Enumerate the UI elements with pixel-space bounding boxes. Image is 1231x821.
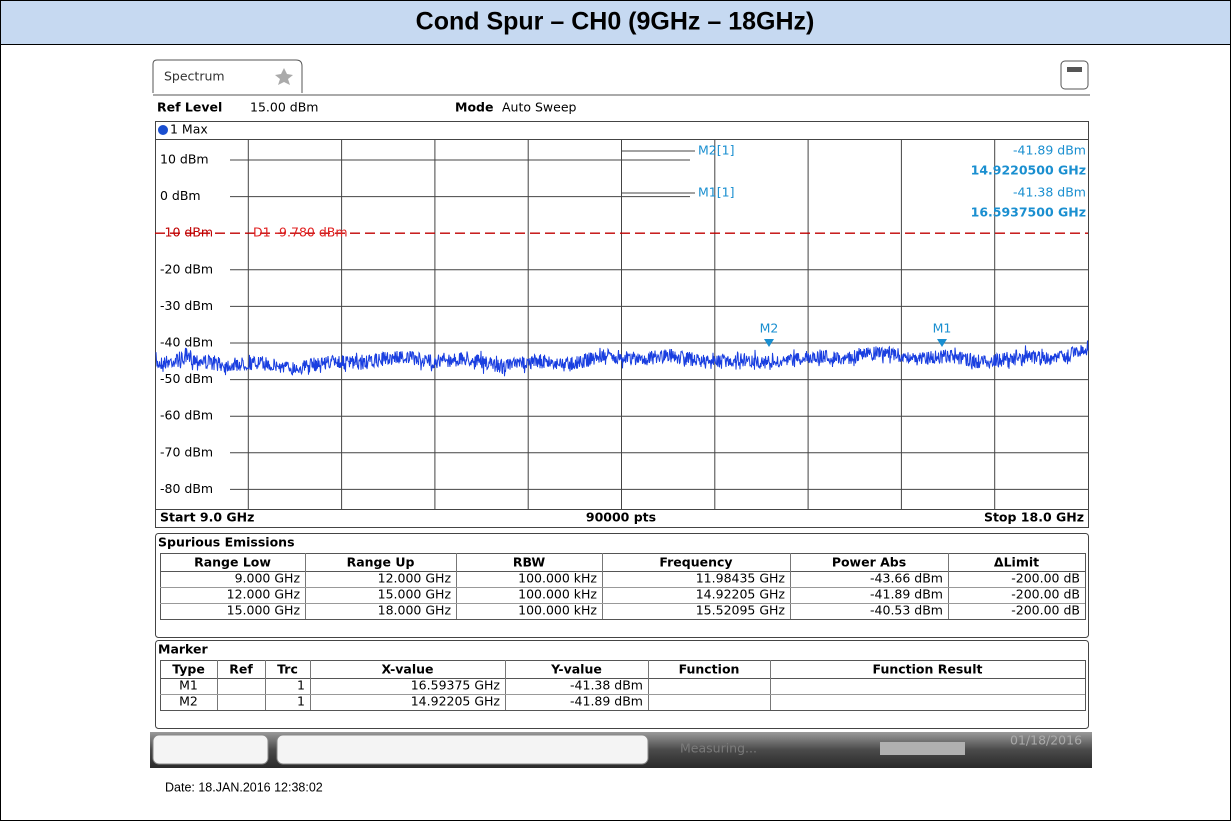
display-line-label: D1 -9.780 dBm — [253, 225, 348, 240]
label: 90000 pts — [586, 510, 656, 525]
column-header: ΔLimit — [994, 555, 1039, 570]
footer-date: Date: 18.JAN.2016 12:38:02 — [165, 780, 323, 794]
cell: 15.52095 GHz — [696, 603, 786, 618]
cell: 15.000 GHz — [378, 587, 452, 602]
cell: 16.59375 GHz — [411, 678, 501, 693]
column-header: Range Up — [347, 555, 415, 570]
cell: -43.66 dBm — [870, 571, 943, 586]
trace — [155, 340, 1089, 377]
marker-triangle — [764, 339, 774, 347]
header-band — [0, 0, 1231, 45]
tab-label: Spectrum — [164, 69, 225, 84]
tab[interactable] — [152, 59, 303, 93]
progress — [880, 742, 965, 755]
cell: 100.000 kHz — [518, 587, 597, 602]
column-header: X-value — [381, 662, 433, 677]
trace-dot — [158, 125, 168, 135]
marker-name: M2[1] — [698, 143, 734, 158]
cell: 1 — [297, 678, 305, 693]
y-label: -40 dBm — [160, 335, 213, 350]
column-header: Function — [679, 662, 740, 677]
table-grid — [160, 553, 1086, 620]
menu-icon — [1067, 67, 1082, 72]
column-header: Range Low — [194, 555, 271, 570]
cell: 14.92205 GHz — [696, 587, 786, 602]
y-label: -30 dBm — [160, 298, 213, 313]
cell: 12.000 GHz — [378, 571, 452, 586]
cell: 100.000 kHz — [518, 603, 597, 618]
status-text: Measuring... — [680, 741, 757, 756]
menu-button[interactable] — [1060, 60, 1089, 90]
y-label: -20 dBm — [160, 261, 213, 276]
cell: M1 — [179, 678, 198, 693]
label: Ref Level — [157, 100, 222, 115]
cell: 9.000 GHz — [235, 571, 301, 586]
column-header: Ref — [229, 662, 253, 677]
column-header: Type — [172, 662, 205, 677]
y-label: -50 dBm — [160, 371, 213, 386]
cell: -200.00 dB — [1011, 603, 1080, 618]
column-header: Y-value — [550, 662, 602, 677]
y-label: -10 dBm — [160, 225, 213, 240]
cell: 1 — [297, 694, 305, 709]
marker-name: M1[1] — [698, 185, 734, 200]
table-title: Spurious Emissions — [158, 535, 295, 550]
label: 15.00 dBm — [250, 100, 318, 115]
column-header: Frequency — [659, 555, 732, 570]
marker-box — [155, 640, 1089, 729]
cell: -41.89 dBm — [570, 694, 643, 709]
column-header: Power Abs — [832, 555, 906, 570]
cell: -40.53 dBm — [870, 603, 943, 618]
marker-tag: M2 — [760, 321, 779, 336]
y-label: -80 dBm — [160, 481, 213, 496]
y-label: 0 dBm — [160, 188, 201, 203]
marker-triangle — [937, 339, 947, 347]
marker-freq: 16.5937500 GHz — [971, 205, 1086, 220]
marker-freq: 14.9220500 GHz — [971, 163, 1086, 178]
marker-level: -41.89 dBm — [1013, 143, 1086, 158]
label: Start 9.0 GHz — [160, 510, 254, 525]
cell: 11.98435 GHz — [696, 571, 786, 586]
cell: -200.00 dB — [1011, 571, 1080, 586]
trace-label: 1 Max — [170, 122, 208, 137]
cell: 14.92205 GHz — [411, 694, 501, 709]
label: Mode — [455, 100, 493, 115]
column-header: Function Result — [873, 662, 983, 677]
column-header: RBW — [513, 555, 545, 570]
title: Cond Spur – CH0 (9GHz – 18GHz) — [416, 8, 815, 36]
cell: 18.000 GHz — [378, 603, 452, 618]
y-label: 10 dBm — [160, 152, 209, 167]
label: Auto Sweep — [502, 100, 577, 115]
marker-level: -41.38 dBm — [1013, 185, 1086, 200]
table-grid — [160, 660, 1086, 711]
cell: -200.00 dB — [1011, 587, 1080, 602]
table-title: Marker — [158, 642, 208, 657]
cell: 12.000 GHz — [227, 587, 301, 602]
input-field[interactable] — [276, 734, 649, 765]
cell: -41.38 dBm — [570, 678, 643, 693]
label: Stop 18.0 GHz — [984, 510, 1084, 525]
y-label: -70 dBm — [160, 444, 213, 459]
y-label: -60 dBm — [160, 408, 213, 423]
column-header: Trc — [277, 662, 298, 677]
cell: -41.89 dBm — [870, 587, 943, 602]
marker-tag: M1 — [933, 321, 952, 336]
spurious-box — [155, 533, 1089, 638]
cell: 100.000 kHz — [518, 571, 597, 586]
softkey[interactable] — [152, 734, 269, 765]
tab-icon — [275, 68, 293, 85]
cell: M2 — [179, 694, 198, 709]
cell: 15.000 GHz — [227, 603, 301, 618]
status-date: 01/18/2016 — [1010, 733, 1082, 748]
